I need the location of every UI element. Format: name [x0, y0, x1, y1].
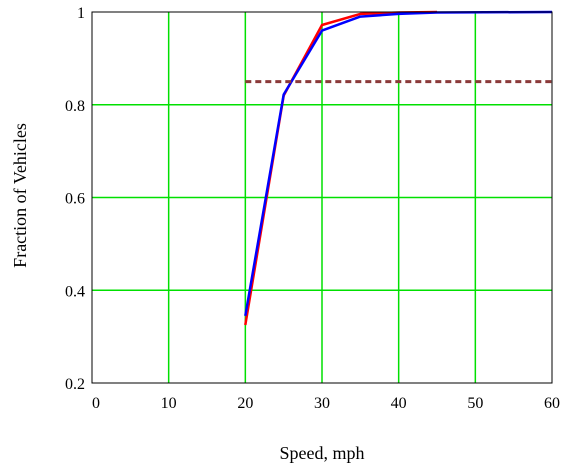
x-tick-labels: 0 10 20 30 40 50 60 — [92, 395, 560, 412]
plot-frame — [91, 11, 553, 384]
y-tick-labels: 0.2 0.4 0.6 0.8 1 — [65, 5, 85, 393]
x-tick-label-10: 10 — [161, 395, 177, 412]
y-axis-title: Fraction of Vehicles — [10, 123, 30, 268]
y-tick-label-1: 1 — [77, 5, 85, 22]
x-tick-label-50: 50 — [467, 395, 483, 412]
x-tick-label-30: 30 — [314, 395, 330, 412]
y-tick-label-0.2: 0.2 — [65, 376, 85, 393]
grid-layer — [92, 12, 552, 383]
x-tick-label-20: 20 — [237, 395, 253, 412]
y-tick-label-0.4: 0.4 — [65, 283, 85, 300]
x-tick-label-60: 60 — [544, 395, 560, 412]
x-axis-title: Speed, mph — [280, 443, 365, 463]
x-tick-label-40: 40 — [391, 395, 407, 412]
y-tick-label-0.6: 0.6 — [65, 191, 85, 208]
y-tick-label-0.8: 0.8 — [65, 98, 85, 115]
x-tick-label-0: 0 — [92, 395, 100, 412]
series-line-0 — [244, 10, 438, 326]
